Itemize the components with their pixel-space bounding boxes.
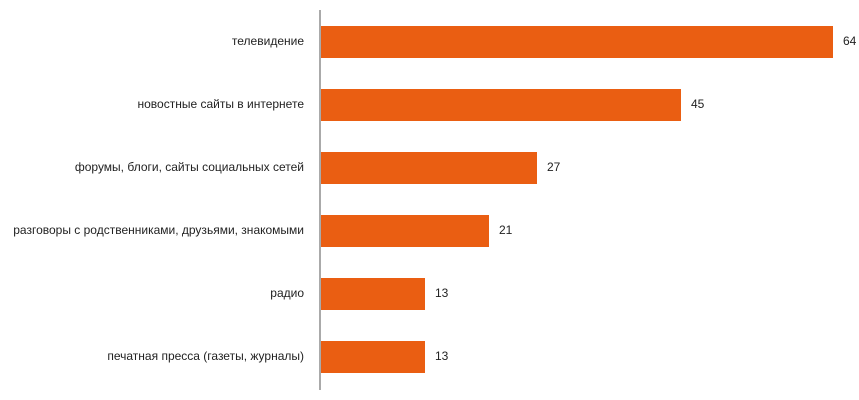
value-label-4: 13 bbox=[435, 286, 449, 300]
value-label-1: 45 bbox=[691, 97, 705, 111]
value-label-0: 64 bbox=[843, 34, 857, 48]
category-label-5: печатная пресса (газеты, журналы) bbox=[107, 349, 304, 363]
labels-layer: телевидение 64 новостные сайты в интернете… bbox=[13, 34, 856, 363]
bar-1 bbox=[321, 89, 681, 121]
bars-layer bbox=[321, 26, 833, 373]
value-label-2: 27 bbox=[547, 160, 561, 174]
bar-4 bbox=[321, 278, 425, 310]
bar-0 bbox=[321, 26, 833, 58]
category-label-2: форумы, блоги, сайты социальных сетей bbox=[75, 160, 304, 174]
value-label-3: 21 bbox=[499, 223, 513, 237]
bar-2 bbox=[321, 152, 537, 184]
bar-5 bbox=[321, 341, 425, 373]
value-label-5: 13 bbox=[435, 349, 449, 363]
category-label-4: радио bbox=[270, 286, 304, 300]
bar-3 bbox=[321, 215, 489, 247]
category-label-0: телевидение bbox=[232, 34, 304, 48]
category-label-1: новостные сайты в интернете bbox=[138, 97, 305, 111]
category-label-3: разговоры с родственниками, друзьями, зн… bbox=[13, 223, 304, 237]
